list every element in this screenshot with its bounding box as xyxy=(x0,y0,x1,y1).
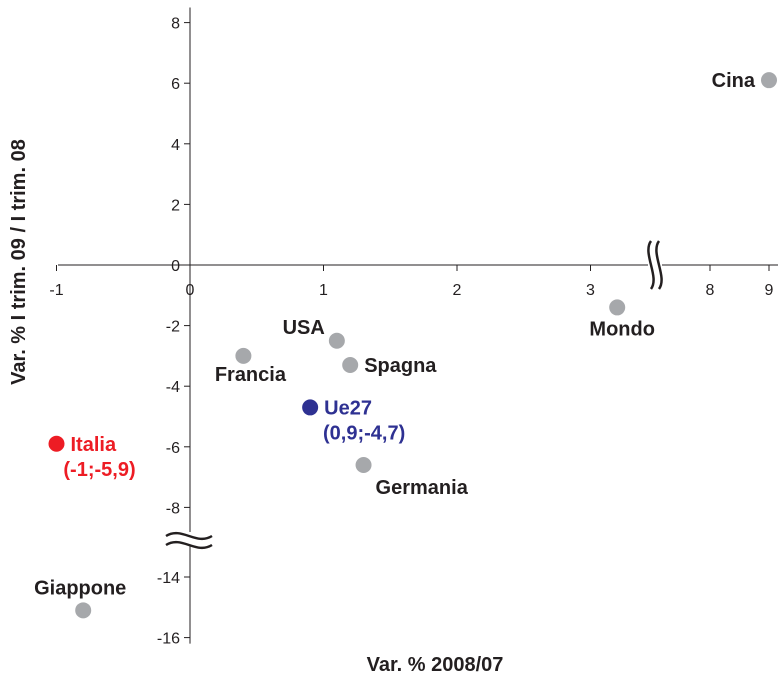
point-usa: USA xyxy=(283,317,345,349)
y-axis-break-gap xyxy=(186,532,194,546)
x-tick-label: 0 xyxy=(186,282,195,299)
label-italia: Italia xyxy=(71,434,117,456)
y-tick-label: -6 xyxy=(166,440,180,457)
label-giappone: Giappone xyxy=(34,577,126,599)
y-tick-label: -16 xyxy=(157,631,180,648)
point-germania: Germania xyxy=(355,456,469,499)
x-axis-break-squiggle xyxy=(647,240,655,290)
x-axis-break-gap xyxy=(648,261,662,269)
x-tick-label: 2 xyxy=(453,282,462,299)
data-points: Cina Mondo USA Spagna Francia Ue27 (0,9;-4,7) I… xyxy=(34,70,777,619)
sublabel-ue27: (0,9;-4,7) xyxy=(323,422,405,444)
marker-giappone xyxy=(75,602,92,619)
y-tick-label: 4 xyxy=(171,137,180,154)
label-spagna: Spagna xyxy=(364,355,437,377)
marker-germania xyxy=(355,456,372,473)
tick-labels: -1 0 1 2 3 8 9 8 6 4 2 0 -2 -4 -6 -8 -14 -16 xyxy=(49,16,773,648)
axes xyxy=(56,7,778,644)
marker-spagna xyxy=(342,356,359,373)
y-axis-title: Var. % I trim. 09 / I trim. 08 xyxy=(8,139,30,385)
marker-ue27 xyxy=(302,399,319,416)
y-tick-label: 2 xyxy=(171,197,180,214)
y-tick-label: -8 xyxy=(166,500,180,517)
x-tick-label: 3 xyxy=(586,282,595,299)
y-tick-label: 0 xyxy=(171,258,180,275)
point-italia: Italia (-1;-5,9) xyxy=(48,434,136,481)
y-tick-label: -4 xyxy=(166,379,180,396)
marker-cina xyxy=(761,72,777,89)
x-tick-label: -1 xyxy=(49,282,63,299)
point-giappone: Giappone xyxy=(34,577,126,619)
point-spagna: Spagna xyxy=(342,355,437,377)
label-usa: USA xyxy=(283,317,325,339)
label-cina: Cina xyxy=(712,70,756,92)
x-tick-label: 9 xyxy=(765,282,774,299)
label-mondo: Mondo xyxy=(589,318,655,340)
marker-mondo xyxy=(609,299,626,316)
label-francia: Francia xyxy=(215,364,287,386)
y-tick-label: -14 xyxy=(157,570,180,587)
sublabel-italia: (-1;-5,9) xyxy=(63,459,135,481)
marker-usa xyxy=(328,332,345,349)
y-axis-break-squiggle xyxy=(165,540,213,550)
point-francia: Francia xyxy=(215,347,287,386)
point-cina: Cina xyxy=(712,70,777,92)
marker-italia xyxy=(48,435,65,452)
x-tick-label: 1 xyxy=(319,282,328,299)
x-tick-label: 8 xyxy=(706,282,715,299)
y-tick-label: 6 xyxy=(171,76,180,93)
marker-francia xyxy=(235,347,252,364)
y-tick-label: 8 xyxy=(171,16,180,33)
x-axis-break-squiggle xyxy=(655,240,663,290)
point-ue27: Ue27 (0,9;-4,7) xyxy=(302,397,405,444)
x-axis-title: Var. % 2008/07 xyxy=(367,654,504,676)
y-tick-label: -2 xyxy=(166,319,180,336)
y-axis-break-squiggle xyxy=(165,531,213,541)
label-ue27: Ue27 xyxy=(324,397,372,419)
point-mondo: Mondo xyxy=(589,299,655,340)
label-germania: Germania xyxy=(376,477,469,499)
